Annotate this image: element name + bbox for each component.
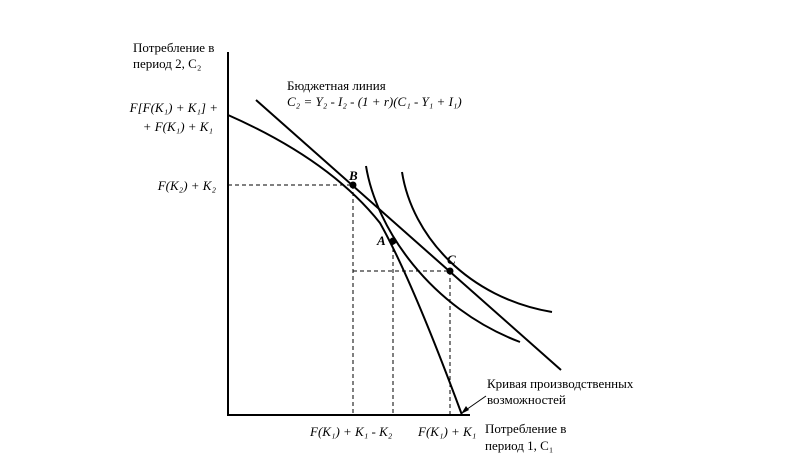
x-axis-label-line2: период 1, C₁	[485, 438, 553, 453]
production-possibilities-curve	[227, 114, 463, 416]
point-b-label: B	[348, 168, 358, 183]
point-a-label: A	[376, 233, 386, 248]
point-c-marker	[446, 267, 454, 275]
x-axis-label-line1: Потребление в	[485, 421, 566, 436]
indifference-curve-high	[401, 171, 553, 313]
y-tick-top-line1: F[F(K₁) + K₁] +	[129, 100, 218, 115]
y-axis-label-line2: период 2, C₂	[133, 56, 201, 71]
point-a-marker	[389, 237, 397, 245]
x-tick-left: F(K₁) + K₁ - K₂	[309, 424, 393, 439]
point-b-marker	[349, 181, 357, 189]
x-tick-right: F(K₁) + K₁	[417, 424, 476, 439]
indifference-curve-low	[365, 165, 521, 343]
budget-line-equation: C₂ = Y₂ - I₂ - (1 + r)(C₁ - Y₁ + I₁)	[287, 94, 462, 109]
y-tick-mid: F(K₂) + K₂	[157, 178, 217, 193]
point-c-label: C	[447, 252, 456, 267]
ppf-pointer-arrowhead	[461, 406, 469, 414]
budget-line	[255, 99, 562, 371]
y-tick-top-line2: + F(K₁) + K₁	[143, 119, 213, 134]
ppf-label-line2: возможностей	[487, 392, 566, 407]
y-axis-label-line1: Потребление в	[133, 40, 214, 55]
ppf-label-line1: Кривая производственных	[487, 376, 634, 391]
budget-line-title: Бюджетная линия	[287, 78, 386, 93]
